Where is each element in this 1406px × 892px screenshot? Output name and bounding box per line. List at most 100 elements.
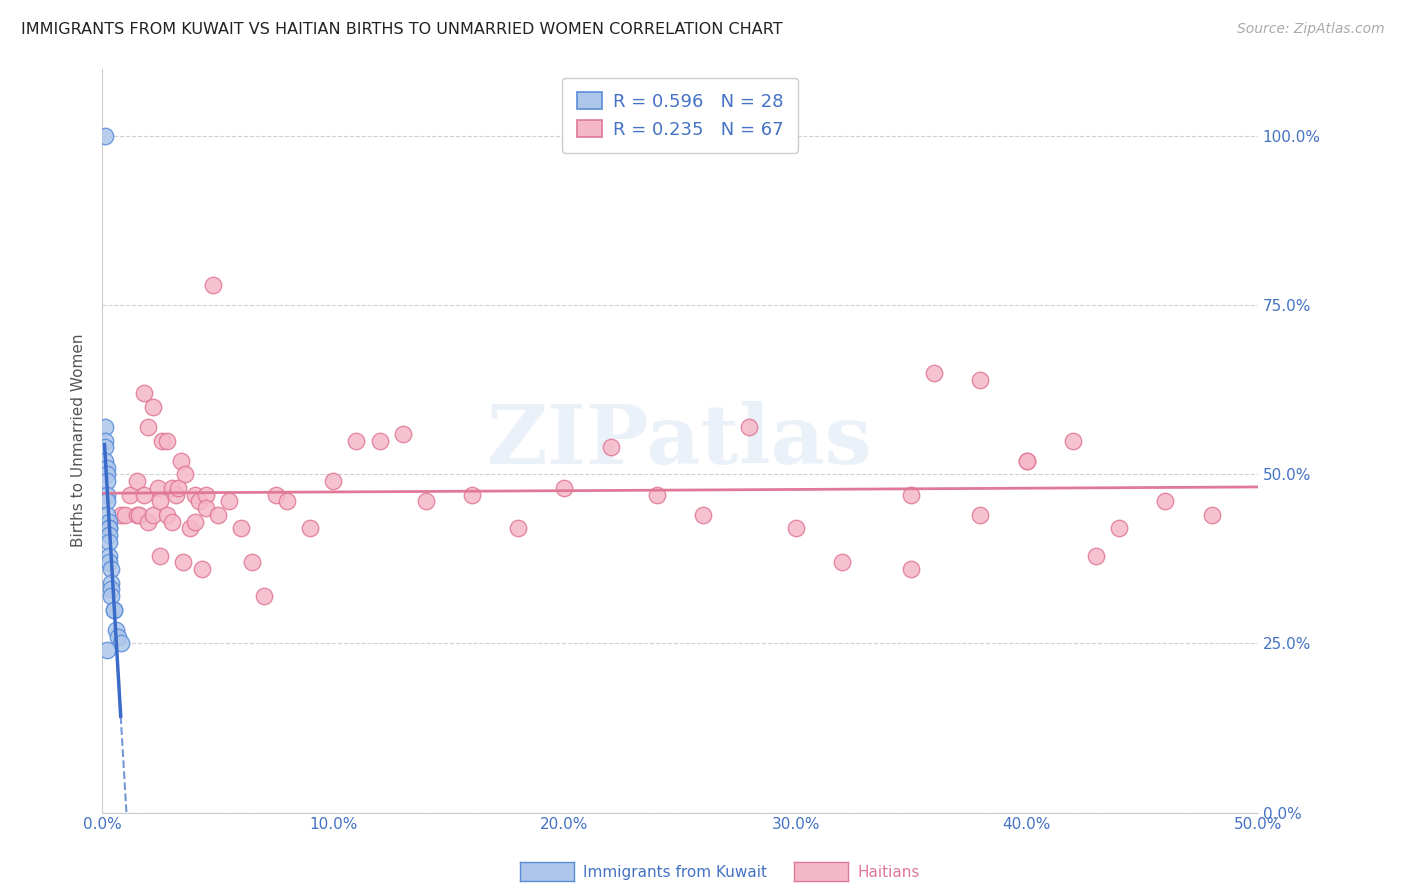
Point xyxy=(831,555,853,569)
Point xyxy=(969,373,991,387)
Point xyxy=(132,488,155,502)
Point xyxy=(229,521,252,535)
Point xyxy=(96,467,118,482)
Point xyxy=(368,434,391,448)
Point xyxy=(96,508,118,522)
Point xyxy=(103,602,125,616)
Point xyxy=(195,501,218,516)
Point xyxy=(100,582,122,597)
Point xyxy=(738,420,761,434)
Text: Haitians: Haitians xyxy=(858,865,920,880)
Point xyxy=(93,440,115,454)
Point xyxy=(508,521,530,535)
Point xyxy=(128,508,150,522)
Point xyxy=(1015,454,1038,468)
Point xyxy=(170,454,193,468)
Point xyxy=(276,494,298,508)
Point xyxy=(190,562,212,576)
Text: Source: ZipAtlas.com: Source: ZipAtlas.com xyxy=(1237,22,1385,37)
Point xyxy=(98,515,121,529)
Point xyxy=(93,454,115,468)
Point xyxy=(156,434,179,448)
Point xyxy=(142,508,165,522)
Point xyxy=(165,488,187,502)
Point xyxy=(98,521,121,535)
Point xyxy=(461,488,484,502)
Point xyxy=(110,636,132,650)
Point xyxy=(188,494,211,508)
Point xyxy=(114,508,136,522)
Point xyxy=(183,488,205,502)
Legend: R = 0.596   N = 28, R = 0.235   N = 67: R = 0.596 N = 28, R = 0.235 N = 67 xyxy=(562,78,797,153)
Point xyxy=(98,555,121,569)
Point xyxy=(207,508,229,522)
Point xyxy=(322,474,344,488)
Y-axis label: Births to Unmarried Women: Births to Unmarried Women xyxy=(72,334,86,548)
Point xyxy=(1108,521,1130,535)
Point xyxy=(645,488,668,502)
Text: IMMIGRANTS FROM KUWAIT VS HAITIAN BIRTHS TO UNMARRIED WOMEN CORRELATION CHART: IMMIGRANTS FROM KUWAIT VS HAITIAN BIRTHS… xyxy=(21,22,783,37)
Point xyxy=(1154,494,1177,508)
Text: ZIPatlas: ZIPatlas xyxy=(488,401,873,481)
Point xyxy=(100,562,122,576)
Point xyxy=(391,426,413,441)
Point xyxy=(179,521,201,535)
Point xyxy=(202,277,225,292)
Point xyxy=(96,494,118,508)
Point xyxy=(96,488,118,502)
Point xyxy=(346,434,368,448)
Point xyxy=(785,521,807,535)
Point xyxy=(1085,549,1108,563)
Point xyxy=(172,555,194,569)
Point xyxy=(125,474,148,488)
Point xyxy=(160,481,183,495)
Point xyxy=(922,366,945,380)
Point xyxy=(107,630,129,644)
Point xyxy=(415,494,437,508)
Point xyxy=(118,488,141,502)
Point xyxy=(132,386,155,401)
Point xyxy=(692,508,714,522)
Point xyxy=(93,434,115,448)
Point xyxy=(93,420,115,434)
Point xyxy=(98,535,121,549)
Point xyxy=(174,467,197,482)
Point xyxy=(969,508,991,522)
Point xyxy=(195,488,218,502)
Point xyxy=(599,440,621,454)
Point xyxy=(264,488,287,502)
Point xyxy=(183,515,205,529)
Point xyxy=(218,494,240,508)
Point xyxy=(149,494,172,508)
Point xyxy=(299,521,322,535)
Point xyxy=(105,623,128,637)
Point xyxy=(93,129,115,144)
Point xyxy=(98,521,121,535)
Point xyxy=(1015,454,1038,468)
Point xyxy=(103,602,125,616)
Text: Immigrants from Kuwait: Immigrants from Kuwait xyxy=(583,865,768,880)
Point xyxy=(156,508,179,522)
Point xyxy=(160,515,183,529)
Point xyxy=(900,488,922,502)
Point xyxy=(100,589,122,603)
Point xyxy=(149,549,172,563)
Point xyxy=(1062,434,1084,448)
Point xyxy=(98,528,121,542)
Point xyxy=(1201,508,1223,522)
Point xyxy=(150,434,173,448)
Point xyxy=(253,589,276,603)
Point xyxy=(167,481,190,495)
Point xyxy=(138,515,160,529)
Point xyxy=(553,481,575,495)
Point xyxy=(110,508,132,522)
Point xyxy=(96,460,118,475)
Point xyxy=(242,555,264,569)
Point xyxy=(98,549,121,563)
Point xyxy=(138,420,160,434)
Point xyxy=(900,562,922,576)
Point xyxy=(142,400,165,414)
Point xyxy=(146,481,169,495)
Point xyxy=(96,474,118,488)
Point xyxy=(96,643,118,657)
